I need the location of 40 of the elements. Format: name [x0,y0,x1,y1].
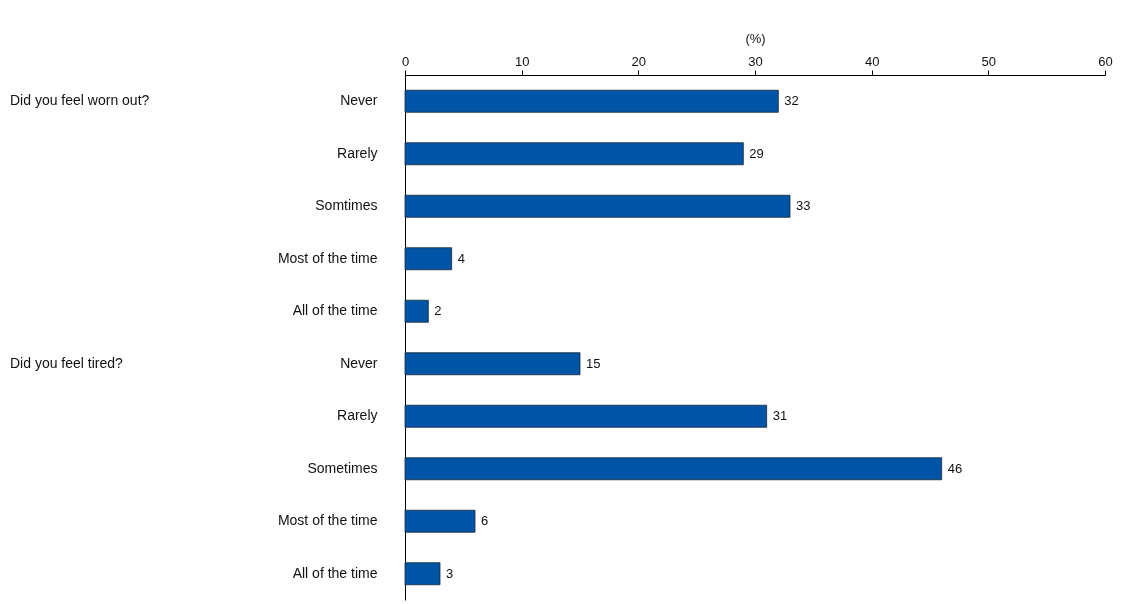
y-tick-label: Never [340,92,378,109]
bar [404,194,791,218]
x-tick-label: 40 [864,53,880,69]
text: Did you feel tired? [10,354,124,371]
y-tick-label: Sometimes [307,459,378,476]
bar [404,89,779,113]
x-tick-label: 60 [1098,53,1113,69]
data-label: 3 [446,565,454,581]
data-label: 2 [434,303,442,319]
y-tick-label: Most of the time [277,512,378,529]
bar [404,142,744,166]
data-label: 33 [796,198,811,214]
bar [404,562,441,586]
x-tick-label: 20 [631,53,647,69]
y-tick-label: Somtimes [315,197,378,214]
bar [404,247,453,271]
data-label: 29 [749,145,764,161]
data-label: 31 [772,408,788,424]
data-label: 6 [481,513,489,529]
data-label: 15 [586,355,601,371]
x-tick-label: 10 [514,53,530,69]
bar [404,457,943,481]
x-tick-label: 30 [748,53,763,69]
y-tick-label: Most of the time [277,249,378,266]
bar [404,352,581,376]
y-tick-label: Never [340,354,378,371]
bar [404,299,429,323]
y-tick-label: Rarely [337,144,378,161]
y-tick-label: All of the time [292,302,378,319]
text: Did you feel worn out? [10,92,150,109]
x-axis-title: (%) [745,30,766,46]
y-tick-label: All of the time [292,564,378,581]
data-label: 46 [947,460,963,476]
bar [404,404,768,428]
data-label: 32 [784,93,799,109]
y-tick-label: Rarely [337,407,378,424]
data-label: 4 [457,250,465,266]
x-tick-label: 0 [401,53,410,69]
bar [404,509,476,533]
x-tick-label: 50 [981,53,997,69]
